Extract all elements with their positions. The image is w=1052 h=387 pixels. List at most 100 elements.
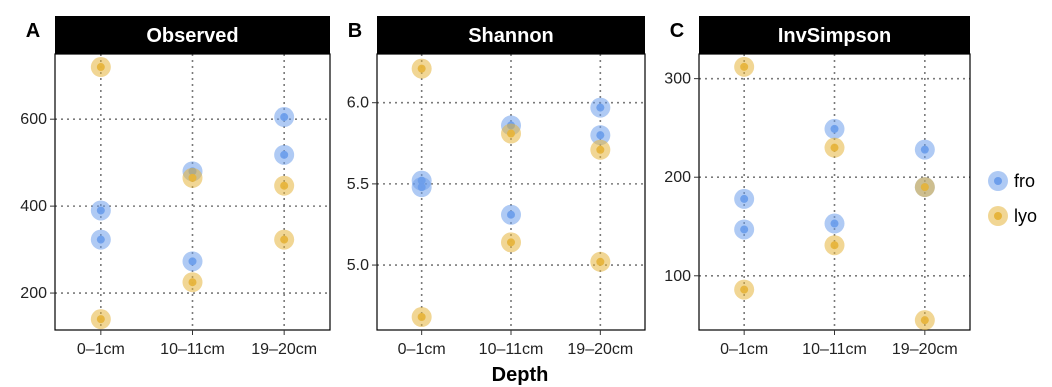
point-core bbox=[830, 143, 839, 152]
point-core bbox=[740, 194, 749, 203]
point-core bbox=[507, 129, 515, 138]
y-tick-label: 200 bbox=[20, 285, 47, 302]
point-core bbox=[830, 219, 839, 228]
x-axis-label: Depth bbox=[492, 364, 549, 386]
legend-key-core bbox=[994, 212, 1002, 220]
legend-item-lyo: lyo bbox=[988, 206, 1037, 226]
data-point-lyo bbox=[90, 309, 111, 330]
panel-letter: C bbox=[670, 20, 684, 42]
data-point-lyo bbox=[734, 56, 755, 77]
x-tick-label: 19–20cm bbox=[567, 341, 633, 358]
point-core bbox=[280, 235, 289, 244]
data-point-fro bbox=[274, 107, 295, 128]
point-core bbox=[596, 131, 605, 140]
data-point-fro bbox=[914, 139, 935, 160]
data-point-fro bbox=[501, 204, 521, 225]
point-core bbox=[507, 238, 515, 247]
x-tick-label: 10–11cm bbox=[479, 341, 544, 358]
panel-invsimpson: C InvSimpson 100 200 300 0–1cm 10–11cm 19–20cm bbox=[664, 16, 971, 358]
point-core bbox=[96, 315, 105, 324]
x-tick-label: 10–11cm bbox=[160, 341, 225, 358]
x-tick-label: 0–1cm bbox=[398, 341, 446, 358]
data-point-lyo bbox=[274, 175, 295, 196]
data-point-lyo bbox=[274, 229, 295, 250]
facet-strip bbox=[699, 16, 970, 54]
point-core bbox=[830, 124, 839, 133]
data-point-lyo bbox=[824, 137, 845, 158]
y-tick-label: 600 bbox=[20, 111, 47, 128]
point-core bbox=[188, 173, 197, 182]
facet-title: InvSimpson bbox=[778, 25, 891, 47]
x-tick-label: 10–11cm bbox=[802, 341, 867, 358]
data-point-lyo bbox=[411, 58, 432, 79]
point-core bbox=[740, 225, 749, 234]
y-tick-label: 5.0 bbox=[347, 257, 369, 274]
legend-label: fro bbox=[1014, 171, 1035, 191]
data-point-lyo bbox=[501, 232, 521, 253]
point-core bbox=[740, 62, 749, 71]
data-point-fro bbox=[824, 118, 845, 139]
data-point-lyo bbox=[182, 272, 203, 293]
data-point-lyo bbox=[411, 307, 432, 328]
legend: fro lyo bbox=[988, 171, 1037, 226]
panel-letter: B bbox=[348, 20, 362, 42]
facet-title: Shannon bbox=[468, 25, 554, 47]
point-core bbox=[96, 206, 105, 215]
point-core bbox=[596, 257, 605, 266]
data-point-lyo bbox=[914, 177, 935, 198]
point-core bbox=[188, 278, 197, 287]
data-point-lyo bbox=[914, 310, 935, 331]
data-point-lyo bbox=[590, 139, 611, 160]
point-core bbox=[596, 103, 605, 112]
facet-title: Observed bbox=[146, 25, 238, 47]
x-tick-label: 19–20cm bbox=[251, 341, 317, 358]
point-core bbox=[507, 210, 515, 219]
data-point-fro bbox=[590, 97, 611, 118]
data-point-fro bbox=[274, 144, 295, 165]
legend-label: lyo bbox=[1014, 206, 1037, 226]
point-core bbox=[920, 145, 929, 154]
point-core bbox=[188, 257, 197, 266]
facet-strip bbox=[55, 16, 330, 54]
data-point-fro bbox=[734, 219, 755, 240]
data-point-fro bbox=[824, 213, 845, 234]
data-point-fro bbox=[90, 200, 111, 221]
legend-key-core bbox=[994, 177, 1002, 185]
panel-observed: A Observed 200 400 600 0–1cm 10–11cm 19–20cm bbox=[20, 16, 331, 358]
point-core bbox=[280, 150, 289, 159]
point-core bbox=[830, 241, 839, 250]
data-point-fro bbox=[90, 229, 111, 250]
y-tick-label: 300 bbox=[664, 71, 691, 88]
y-tick-label: 6.0 bbox=[347, 95, 369, 112]
data-point-lyo bbox=[182, 167, 203, 188]
point-core bbox=[417, 313, 426, 322]
y-tick-label: 5.5 bbox=[347, 176, 369, 193]
y-tick-label: 100 bbox=[664, 268, 691, 285]
x-tick-label: 0–1cm bbox=[720, 341, 768, 358]
point-core bbox=[280, 181, 289, 190]
point-core bbox=[596, 145, 605, 154]
point-core bbox=[920, 316, 929, 325]
x-tick-label: 19–20cm bbox=[892, 341, 958, 358]
data-point-lyo bbox=[590, 251, 611, 272]
data-point-fro bbox=[590, 125, 611, 146]
point-core bbox=[96, 63, 105, 72]
point-core bbox=[920, 183, 929, 192]
data-point-fro bbox=[182, 251, 203, 272]
point-core bbox=[417, 64, 426, 73]
data-point-lyo bbox=[824, 235, 845, 256]
point-core bbox=[740, 285, 749, 294]
point-core bbox=[96, 235, 105, 244]
point-core bbox=[417, 183, 426, 192]
y-tick-label: 200 bbox=[664, 169, 691, 186]
data-point-lyo bbox=[501, 123, 521, 144]
point-core bbox=[280, 113, 289, 122]
y-tick-label: 400 bbox=[20, 198, 47, 215]
x-tick-label: 0–1cm bbox=[77, 341, 125, 358]
data-point-lyo bbox=[90, 57, 111, 78]
facet-strip bbox=[377, 16, 645, 54]
legend-item-fro: fro bbox=[988, 171, 1035, 191]
panel-letter: A bbox=[26, 20, 40, 42]
data-point-lyo bbox=[734, 279, 755, 300]
